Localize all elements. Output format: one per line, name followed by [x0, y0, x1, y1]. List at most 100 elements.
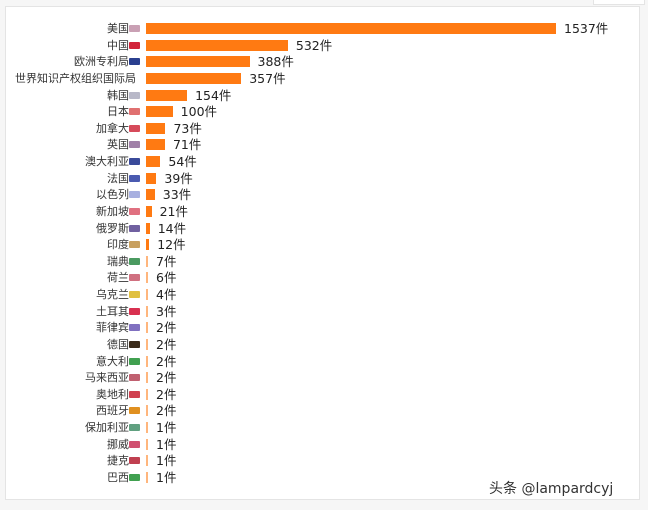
it-flag-icon	[129, 357, 140, 365]
category-label: 菲律宾	[96, 321, 129, 335]
chart-frame	[5, 6, 640, 500]
bar	[146, 39, 288, 51]
category-label: 澳大利亚	[85, 155, 129, 169]
tr-flag-icon	[129, 307, 140, 315]
in-flag-icon	[129, 241, 140, 249]
value-label: 73件	[173, 120, 202, 136]
bar	[146, 289, 148, 301]
sg-flag-icon	[129, 207, 140, 215]
value-label: 100件	[180, 104, 218, 120]
category-label: 俄罗斯	[96, 221, 129, 235]
cn-flag-icon	[129, 41, 140, 49]
watermark: 头条 @lampardcyj	[489, 481, 614, 497]
value-label: 532件	[295, 37, 333, 53]
bar-row: 西班牙 2件	[0, 403, 640, 419]
value-label: 2件	[156, 403, 177, 419]
bar-row: 菲律宾 2件	[0, 320, 640, 336]
my-flag-icon	[129, 374, 140, 382]
bar-row: 美国 1537件	[0, 21, 640, 37]
value-label: 14件	[157, 220, 187, 236]
category-label: 瑞典	[107, 254, 129, 268]
bar	[146, 72, 242, 84]
bar	[146, 139, 165, 151]
value-label: 1件	[156, 436, 177, 452]
fr-flag-icon	[129, 174, 140, 182]
bar-row: 世界知识产权组织国际局 357件	[0, 71, 640, 87]
value-label: 33件	[162, 187, 192, 203]
bar-row: 中国 532件	[0, 38, 640, 54]
value-label: 1件	[156, 453, 177, 469]
value-label: 3件	[156, 303, 177, 319]
value-label: 54件	[168, 154, 197, 170]
value-label: 7件	[156, 253, 177, 269]
value-label: 4件	[156, 287, 177, 303]
bar	[146, 156, 161, 168]
bar	[146, 405, 148, 417]
bar	[146, 205, 152, 217]
jp-flag-icon	[129, 108, 140, 116]
bar	[146, 239, 150, 251]
bar-row: 德国 2件	[0, 337, 640, 353]
es-flag-icon	[129, 407, 140, 415]
bar-row: 英国 71件	[0, 137, 640, 153]
gb-flag-icon	[129, 141, 140, 149]
bar	[146, 305, 148, 317]
value-label: 39件	[164, 170, 193, 186]
value-label: 388件	[257, 54, 294, 70]
category-label: 保加利亚	[85, 421, 129, 435]
bar-row: 挪威 1件	[0, 437, 640, 453]
category-label: 奥地利	[96, 387, 129, 401]
category-label: 中国	[107, 38, 129, 52]
bar	[146, 355, 148, 367]
value-label: 2件	[156, 386, 177, 402]
bar	[146, 222, 150, 234]
bar	[146, 338, 148, 350]
bar-row: 意大利 2件	[0, 354, 640, 370]
category-label: 荷兰	[107, 271, 129, 285]
bar-row: 奥地利 2件	[0, 387, 640, 403]
bar-row: 巴西 1件	[0, 470, 640, 486]
bar-row: 瑞典 7件	[0, 254, 640, 270]
nl-flag-icon	[129, 274, 140, 282]
category-label: 捷克	[107, 454, 129, 468]
bar	[146, 255, 148, 267]
category-label: 德国	[107, 337, 129, 351]
category-label: 加拿大	[96, 121, 129, 135]
value-label: 6件	[156, 270, 177, 286]
bar	[146, 122, 166, 134]
bar-row: 捷克 1件	[0, 453, 640, 469]
bar-row: 保加利亚 1件	[0, 420, 640, 436]
bar	[146, 438, 148, 450]
ru-flag-icon	[129, 224, 140, 232]
value-label: 2件	[156, 370, 177, 386]
us-flag-icon	[129, 25, 140, 32]
bar-row: 荷兰 6件	[0, 270, 640, 286]
bar-row: 韩国 154件	[0, 88, 640, 104]
bar	[146, 388, 148, 400]
bar	[146, 106, 173, 118]
at-flag-icon	[129, 390, 140, 398]
value-label: 1件	[156, 470, 177, 485]
value-label: 2件	[156, 336, 177, 352]
bar-row: 新加坡 21件	[0, 204, 640, 220]
bar	[146, 56, 250, 68]
bar	[146, 89, 188, 101]
category-label: 欧洲专利局	[74, 55, 129, 69]
ph-flag-icon	[129, 324, 140, 332]
category-label: 乌克兰	[96, 288, 129, 302]
bg-flag-icon	[129, 424, 140, 432]
ca-flag-icon	[129, 124, 140, 132]
value-label: 12件	[157, 237, 186, 253]
value-label: 154件	[195, 87, 232, 103]
bar-row: 印度 12件	[0, 237, 640, 253]
il-flag-icon	[129, 191, 140, 199]
category-label: 世界知识产权组织国际局	[15, 71, 136, 85]
bar-row: 法国 39件	[0, 171, 640, 187]
bar	[146, 472, 148, 483]
bar	[146, 322, 148, 334]
bar-row: 俄罗斯 14件	[0, 221, 640, 237]
value-label: 21件	[159, 203, 188, 219]
se-flag-icon	[129, 257, 140, 265]
category-label: 日本	[107, 105, 129, 119]
category-label: 法国	[107, 171, 129, 185]
